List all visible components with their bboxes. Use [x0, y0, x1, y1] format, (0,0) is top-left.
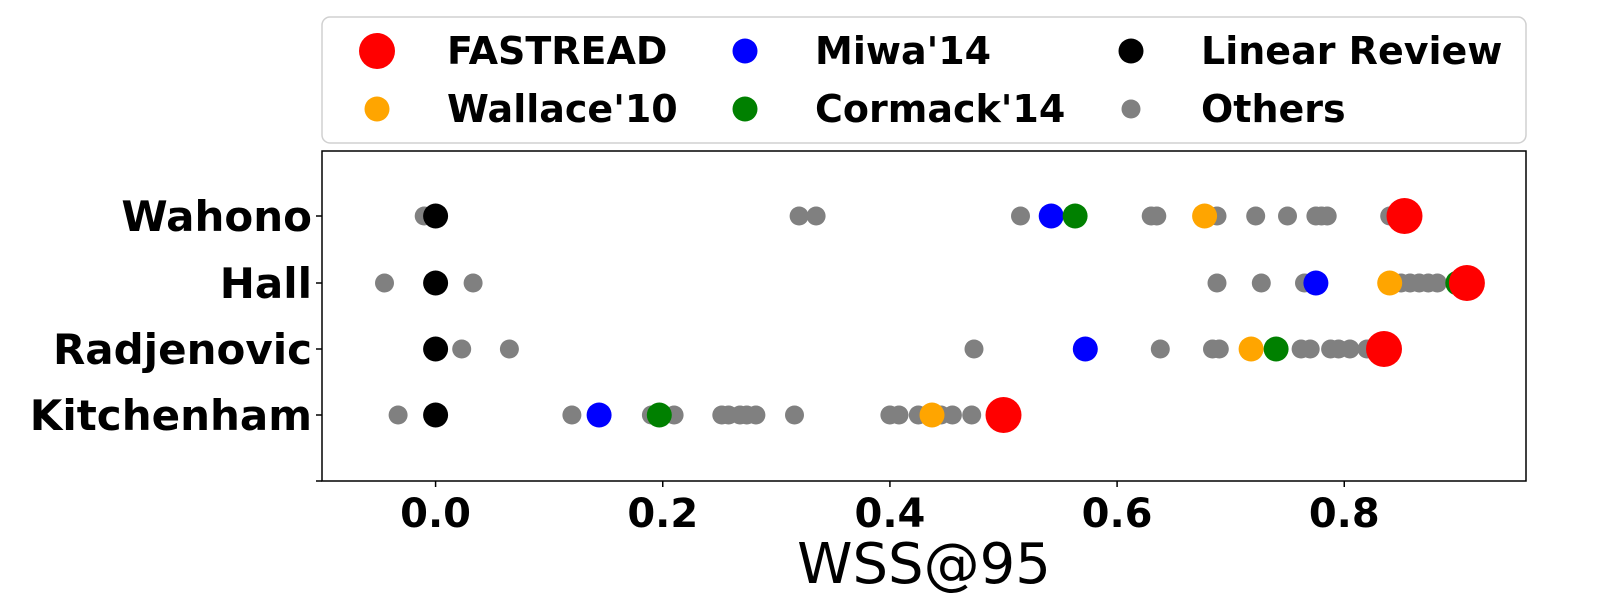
x-tick-label: 0.0: [400, 491, 471, 537]
point-cormack-14: [1062, 203, 1088, 229]
point-wallace-10: [1238, 336, 1264, 362]
point-others: [1207, 273, 1227, 293]
legend-label-wallace-10: Wallace'10: [447, 87, 678, 131]
point-others: [1300, 339, 1320, 359]
data-points: [375, 198, 1485, 433]
x-tick-label: 0.4: [854, 491, 925, 537]
point-others: [1251, 273, 1271, 293]
x-tick-label: 0.8: [1309, 491, 1380, 537]
point-others: [962, 405, 982, 425]
point-fastread: [1448, 265, 1485, 301]
point-others: [463, 273, 483, 293]
legend: FASTREAD Miwa'14 Linear Review Wallace'10 Co…: [359, 29, 1502, 131]
legend-marker-wallace-10: [364, 96, 390, 122]
point-miwa-14: [1303, 270, 1329, 296]
point-others: [964, 339, 984, 359]
point-others: [1147, 206, 1167, 226]
point-others: [785, 405, 804, 425]
point-others: [1278, 206, 1297, 226]
point-others: [889, 405, 909, 425]
legend-box: [321, 16, 1527, 144]
point-others: [452, 339, 472, 359]
legend-label-linear-review: Linear Review: [1201, 29, 1502, 73]
point-others: [789, 206, 809, 226]
y-tick-label: Radjenovic: [53, 325, 312, 374]
x-axis: 0.0 0.2 0.4 0.6 0.8: [400, 481, 1380, 537]
point-others: [1209, 339, 1229, 359]
point-others: [1246, 206, 1266, 226]
x-tick-label: 0.6: [1082, 491, 1153, 537]
point-cormack-14: [1263, 336, 1289, 362]
point-linear-review: [423, 402, 449, 428]
point-wallace-10: [1377, 270, 1403, 296]
point-others: [1340, 339, 1360, 359]
point-others: [499, 339, 519, 359]
point-fastread: [985, 397, 1022, 433]
y-axis: Kitchenham Radjenovic Hall Wahono: [30, 192, 322, 482]
point-linear-review: [423, 270, 449, 296]
point-miwa-14: [1072, 336, 1098, 362]
point-others: [746, 405, 766, 425]
point-others: [388, 405, 408, 425]
legend-marker-fastread: [359, 33, 395, 69]
legend-label-cormack-14: Cormack'14: [815, 87, 1065, 131]
point-others: [1150, 339, 1170, 359]
point-fastread: [1386, 198, 1423, 234]
y-tick-label: Wahono: [121, 192, 312, 241]
legend-marker-linear-review: [1118, 38, 1144, 64]
y-tick-label: Hall: [220, 259, 312, 308]
legend-marker-cormack-14: [732, 96, 758, 122]
legend-marker-miwa-14: [732, 38, 758, 64]
point-others: [375, 273, 394, 293]
legend-label-fastread: FASTREAD: [447, 29, 667, 73]
y-tick-label: Kitchenham: [30, 391, 312, 440]
legend-label-miwa-14: Miwa'14: [815, 29, 991, 73]
point-linear-review: [423, 203, 449, 229]
point-miwa-14: [1038, 203, 1064, 229]
point-cormack-14: [646, 402, 672, 428]
point-miwa-14: [586, 402, 612, 428]
point-others: [1317, 206, 1337, 226]
point-others: [1427, 273, 1447, 293]
point-others: [942, 405, 962, 425]
point-linear-review: [423, 336, 449, 362]
point-wallace-10: [919, 402, 945, 428]
x-tick-label: 0.2: [627, 491, 698, 537]
point-fastread: [1366, 331, 1402, 367]
plot-area: [321, 150, 1527, 482]
point-others: [1011, 206, 1030, 226]
legend-label-others: Others: [1201, 87, 1346, 131]
point-others: [562, 405, 582, 425]
point-wallace-10: [1192, 203, 1218, 229]
point-others: [806, 206, 826, 226]
x-axis-title: WSS@95: [797, 532, 1051, 597]
legend-marker-others: [1121, 99, 1141, 119]
